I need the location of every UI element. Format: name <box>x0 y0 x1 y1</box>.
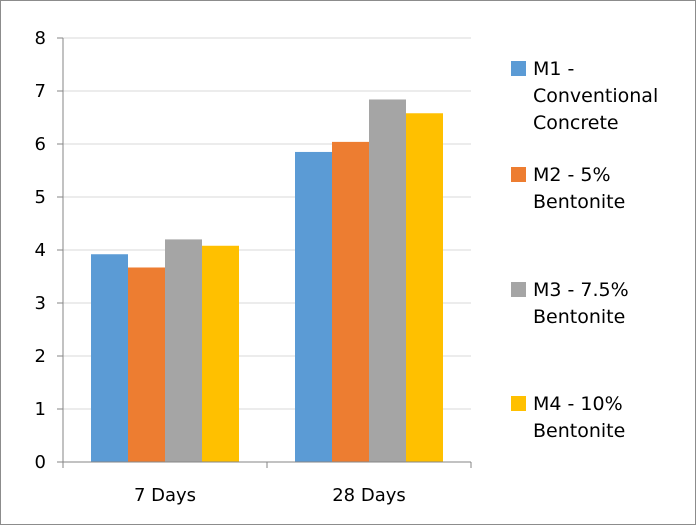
legend-entry: M3 - 7.5% Bentonite <box>511 279 629 328</box>
bar <box>406 113 443 462</box>
y-tick-label: 1 <box>35 399 46 420</box>
bar <box>128 267 165 462</box>
x-tick-label: 28 Days <box>332 485 406 506</box>
legend-entry: M2 - 5% Bentonite <box>511 164 625 213</box>
legend-swatch <box>511 282 526 297</box>
legend: M1 -Conventional Concrete M2 - 5% Bentonite… <box>511 58 658 442</box>
y-tick-label: 0 <box>35 452 46 473</box>
legend-label: M4 - 10% Bentonite <box>533 393 625 442</box>
legend-swatch <box>511 61 526 76</box>
y-tick-label: 7 <box>35 81 46 102</box>
legend-label: M3 - 7.5% Bentonite <box>533 279 629 328</box>
legend-entry: M4 - 10% Bentonite <box>511 393 625 442</box>
y-tick-label: 2 <box>35 346 46 367</box>
y-tick-label: 5 <box>35 187 46 208</box>
y-tick-label: 3 <box>35 293 46 314</box>
axes: 0 1 2 3 4 5 6 7 8 7 Days 28 Days <box>35 28 472 506</box>
bar <box>369 99 406 462</box>
legend-swatch <box>511 396 526 411</box>
bar <box>165 239 202 462</box>
legend-label: M1 -Conventional Concrete <box>533 58 658 134</box>
y-tick-label: 4 <box>35 240 46 261</box>
bar <box>202 245 239 462</box>
y-tick-label: 6 <box>35 134 46 155</box>
legend-entry: M1 -Conventional Concrete <box>511 58 658 134</box>
bar <box>91 254 128 462</box>
legend-label: M2 - 5% Bentonite <box>533 164 625 213</box>
y-tick-label: 8 <box>35 28 46 49</box>
legend-swatch <box>511 167 526 182</box>
x-tick-label: 7 Days <box>134 485 196 506</box>
bar <box>332 141 369 462</box>
bar <box>295 151 332 462</box>
bars <box>91 99 443 462</box>
